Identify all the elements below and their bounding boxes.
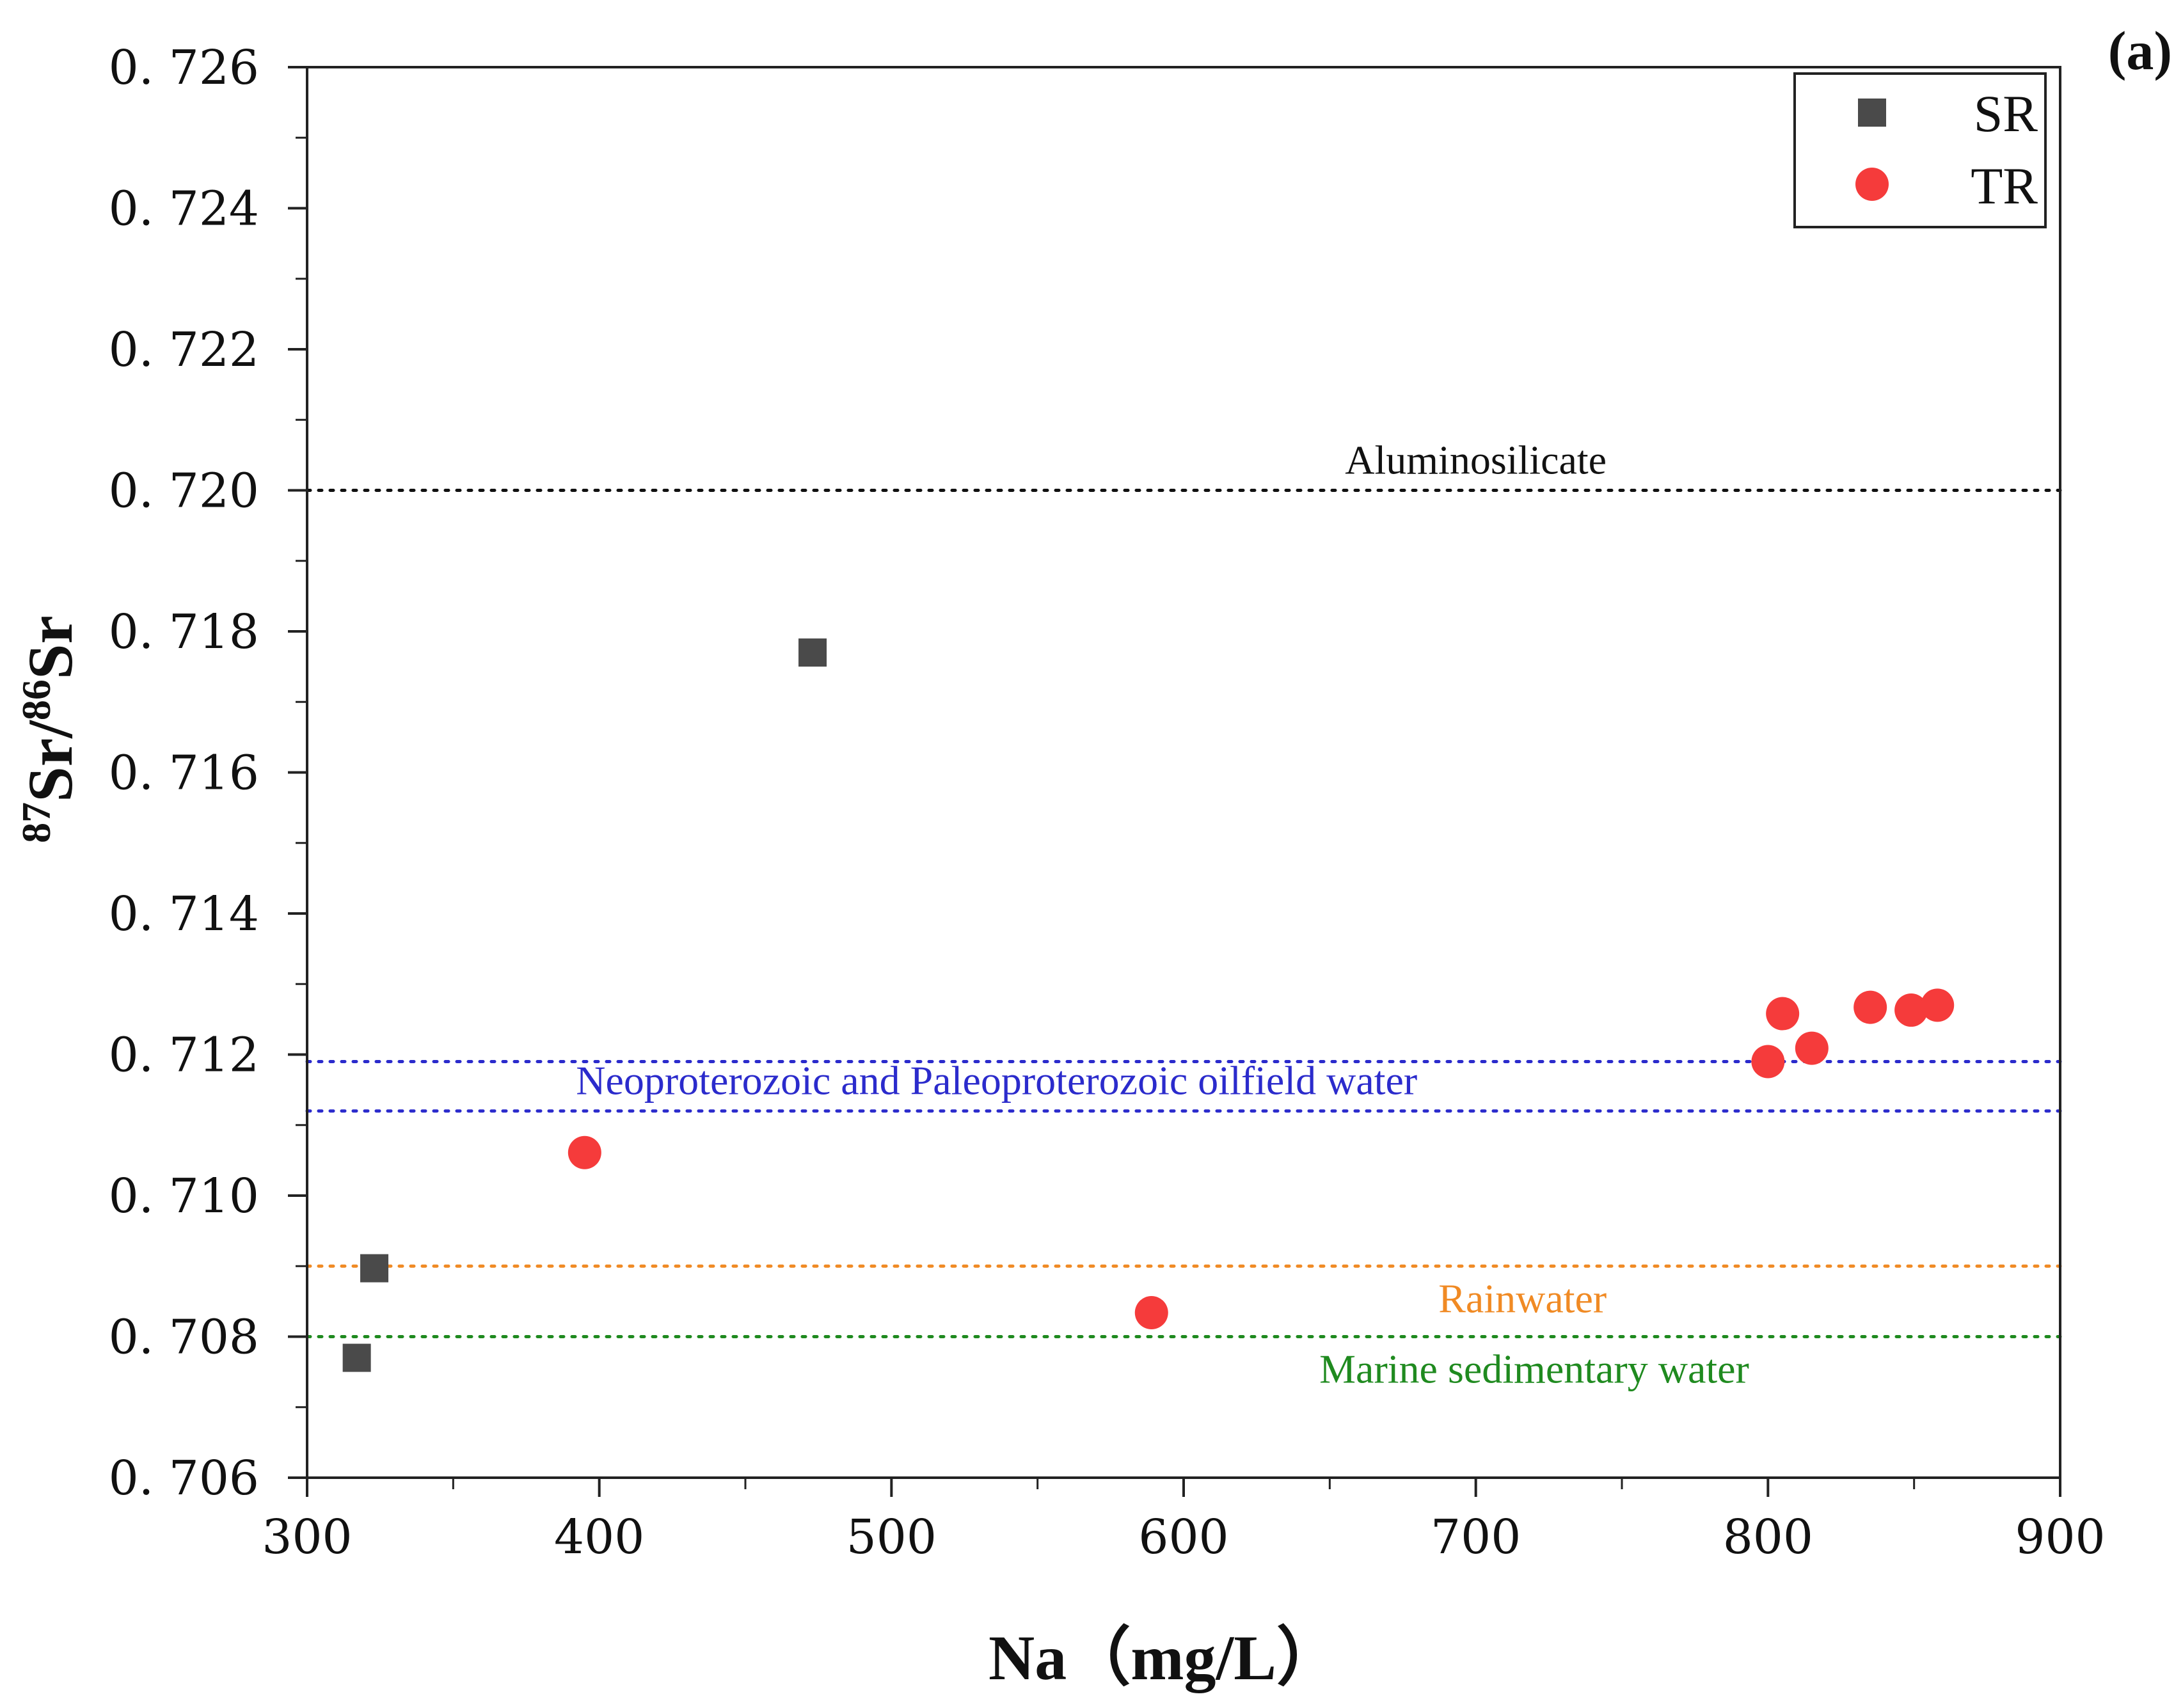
y-tick-label: 0. 706 (109, 1451, 259, 1506)
y-axis-title-sup1: 87 (13, 802, 59, 843)
x-tick-label: 500 (846, 1510, 937, 1565)
y-tick-label: 0. 722 (109, 322, 259, 377)
reference-line-label: Rainwater (1438, 1276, 1607, 1321)
reference-line-label: Aluminosilicate (1345, 438, 1607, 483)
reference-lines: Aluminosilicate Neoproterozoic and Paleop… (305, 438, 2062, 1392)
legend: SR TR (1793, 72, 2047, 228)
legend-marker-sr (1858, 99, 1886, 127)
x-tick-label: 600 (1138, 1510, 1228, 1565)
point-sr (798, 638, 827, 667)
data-points (342, 638, 1955, 1372)
x-tick-label: 700 (1431, 1510, 1521, 1565)
y-tick-label: 0. 720 (109, 464, 259, 519)
legend-box (1793, 72, 2047, 228)
y-tick-label: 0. 712 (109, 1028, 259, 1083)
y-tick-label: 0. 726 (109, 40, 259, 95)
point-tr (1795, 1031, 1829, 1065)
x-axis-title: Na（mg/L） (988, 1622, 1340, 1693)
y-axis: 0. 706 0. 708 0. 710 0. 712 0. 714 0. 716 0. 7… (109, 40, 307, 1506)
point-sr (360, 1254, 389, 1283)
point-tr (1894, 993, 1928, 1027)
point-sr (342, 1343, 371, 1372)
y-tick-label: 0. 716 (109, 746, 259, 801)
x-tick-label: 400 (554, 1510, 644, 1565)
point-tr (1134, 1296, 1168, 1330)
y-tick-label: 0. 710 (109, 1169, 259, 1224)
y-tick-label: 0. 718 (109, 605, 259, 660)
y-axis-title-sup2: 86 (13, 679, 59, 720)
panel-label: (a) (2108, 20, 2172, 81)
reference-line-label: Neoproterozoic and Paleoproterozoic oilf… (576, 1058, 1417, 1103)
legend-marker-tr (1855, 168, 1889, 201)
y-tick-label: 0. 714 (109, 887, 259, 942)
x-axis: 300 400 500 600 700 800 900 (262, 1478, 2106, 1565)
reference-line-label: Marine sedimentary water (1319, 1347, 1749, 1392)
point-tr (568, 1135, 601, 1169)
y-axis-title-base2: Sr (15, 615, 86, 679)
legend-label-tr: TR (1971, 157, 2038, 215)
x-tick-label: 800 (1723, 1510, 1813, 1565)
point-tr (1751, 1045, 1785, 1079)
y-tick-label: 0. 724 (109, 182, 259, 237)
point-tr (1766, 997, 1800, 1031)
y-axis-title: 87Sr/86Sr (13, 615, 86, 843)
y-tick-label: 0. 708 (109, 1310, 259, 1365)
y-axis-title-base1: Sr/ (15, 720, 86, 802)
x-tick-label: 300 (262, 1510, 352, 1565)
point-tr (1854, 990, 1887, 1024)
x-tick-label: 900 (2015, 1510, 2105, 1565)
point-tr (1921, 988, 1955, 1022)
legend-label-sr: SR (1974, 84, 2038, 143)
